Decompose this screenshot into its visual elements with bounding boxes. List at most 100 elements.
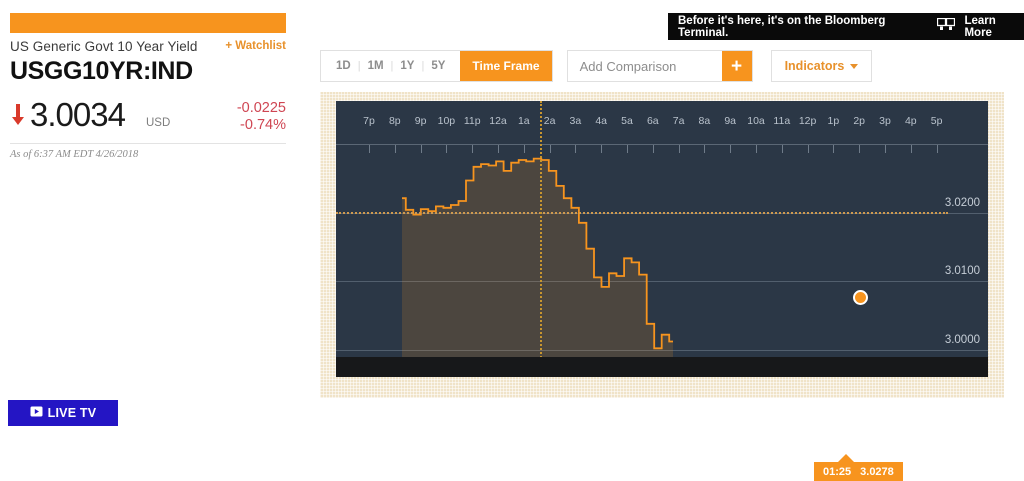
x-tick-label: 6a: [646, 115, 659, 127]
accent-bar: [10, 13, 286, 33]
x-tick-label: 11p: [463, 115, 481, 127]
tooltip-value: 3.0278: [860, 465, 894, 478]
down-arrow-icon: [11, 104, 25, 126]
change-percent: -0.74%: [240, 117, 286, 133]
gridline: [336, 349, 988, 351]
add-to-watchlist-button[interactable]: + Watchlist: [225, 40, 286, 52]
x-tick-label: 3a: [569, 115, 582, 127]
x-axis-tick: [394, 145, 396, 153]
chart-toolbar: 7p 1D | 1M | 1Y | 5Y Time Frame Add Comp…: [320, 50, 873, 82]
chart-plot[interactable]: 7p 8p 9p 10p 11p 12a 1a 2a 3a 4a 5a 6a 7a 8a 9a 10a 11a 1…: [336, 101, 988, 377]
y-tick-label: 3.0100: [944, 265, 980, 278]
x-axis-tick: [549, 145, 551, 153]
x-tick-label: 4a: [595, 115, 608, 127]
x-tick-label: 5a: [621, 115, 633, 127]
quote-panel: US Generic Govt 10 Year Yield + Watchlis…: [0, 0, 300, 418]
range-separator-2: |: [390, 60, 394, 72]
x-axis-tick: [678, 145, 680, 153]
range-separator-3: |: [421, 60, 425, 72]
y-tick-label: 3.0000: [944, 333, 980, 346]
x-axis-line: [336, 144, 988, 145]
as-of-timestamp: As of 6:37 AM EDT 4/26/2018: [10, 149, 139, 160]
range-button-1[interactable]: 1D: [336, 60, 351, 72]
x-axis-tick: [704, 145, 706, 153]
divider: [10, 143, 286, 144]
range-button-4[interactable]: 5Y: [431, 60, 446, 72]
indicators-label: Indicators: [784, 59, 845, 73]
x-axis-tick: [781, 145, 783, 153]
x-tick-label: 7p: [363, 115, 375, 127]
x-axis-tick: [472, 145, 474, 153]
last-price: 3.0034: [30, 96, 126, 133]
time-frame-group: 7p 1D | 1M | 1Y | 5Y Time Frame: [320, 50, 553, 82]
x-axis-tick: [652, 145, 654, 153]
x-axis-tick: [833, 145, 835, 153]
x-tick-label: 12p: [798, 115, 817, 127]
x-tick-label: 7a: [672, 115, 685, 127]
add-comparison-input[interactable]: Add Comparison: [579, 58, 677, 74]
learn-more-link[interactable]: Learn More: [964, 14, 996, 39]
crosshair-vertical: [540, 101, 542, 377]
x-tick-label: 9p: [414, 115, 427, 127]
live-tv-button[interactable]: LIVE TV: [8, 400, 118, 426]
x-tick-label: 8a: [698, 115, 711, 127]
price-line-series: [402, 157, 673, 377]
x-axis-tick: [498, 145, 499, 153]
terminal-promo-text: Before it's here, it's on the Bloomberg …: [678, 14, 886, 39]
x-axis-tick: [756, 145, 757, 153]
price-change-block: -0.0225 -0.74%: [237, 100, 286, 134]
change-absolute: -0.0225: [236, 100, 286, 116]
live-tv-label: LIVE TV: [47, 406, 97, 420]
x-axis-tick: [807, 145, 809, 153]
range-selector: 7p 1D | 1M | 1Y | 5Y: [321, 51, 460, 81]
terminal-promo-banner[interactable]: Before it's here, it's on the Bloomberg …: [668, 13, 1024, 40]
terminal-monitor-icon: [937, 17, 956, 36]
add-comparison-plus-button[interactable]: +: [721, 51, 752, 81]
x-axis-tick: [575, 145, 577, 153]
x-tick-label: 9a: [724, 115, 737, 127]
x-tick-label: 4p: [904, 115, 917, 127]
page-title: USGG10YR:IND: [10, 57, 193, 85]
crosshair-tooltip: 01:25 3.0278: [814, 462, 903, 481]
x-tick-label: 1a: [517, 115, 530, 127]
x-axis-tick: [885, 145, 886, 153]
chart-container: 7p 8p 9p 10p 11p 12a 1a 2a 3a 4a 5a 6a 7a 8a 9a 10a 11a 1…: [320, 92, 1004, 481]
x-tick-label: 8p: [388, 115, 401, 127]
x-tick-label: 1p: [827, 115, 840, 127]
range-button-3[interactable]: 1Y: [400, 60, 415, 72]
y-tick-label: 3.0200: [944, 197, 980, 210]
reference-line: [336, 212, 948, 214]
x-axis-tick: [859, 145, 861, 153]
x-axis-tick: [910, 145, 912, 153]
x-tick-label: 11a: [773, 115, 791, 127]
chart-series-area: [336, 145, 988, 377]
x-axis-tick: [369, 145, 370, 153]
x-tick-label: 2a: [543, 115, 556, 127]
add-comparison-group: Add Comparison +: [566, 50, 753, 82]
series-area-fill: [402, 158, 673, 377]
chart-footer-strip: [336, 357, 988, 377]
x-axis-tick: [601, 145, 603, 153]
x-axis-tick: [420, 145, 422, 153]
chart-x-axis: 7p 8p 9p 10p 11p 12a 1a 2a 3a 4a 5a 6a 7a 8a 9a 10a 11a 1…: [336, 101, 988, 145]
x-tick-label: 5p: [930, 115, 943, 127]
highlight-marker-dot[interactable]: [853, 290, 868, 305]
tooltip-time: 01:25: [823, 465, 852, 478]
x-tick-label: 2p: [853, 115, 866, 127]
x-axis-tick: [936, 145, 938, 153]
range-separator-1: |: [357, 60, 361, 72]
gridline: [336, 281, 988, 283]
chevron-down-icon: [850, 63, 859, 69]
x-axis-tick: [627, 145, 628, 153]
currency-label: USD: [146, 117, 171, 129]
play-tv-icon: [30, 404, 43, 422]
security-name: US Generic Govt 10 Year Yield: [10, 39, 198, 54]
time-frame-button[interactable]: Time Frame: [460, 51, 552, 81]
indicators-dropdown[interactable]: Indicators: [770, 50, 873, 82]
x-tick-label: 3p: [879, 115, 891, 127]
x-tick-label: 10p: [437, 115, 456, 127]
x-tick-label: 12a: [489, 115, 507, 127]
range-button-2[interactable]: 1M: [367, 60, 384, 72]
series-line: [402, 157, 673, 350]
